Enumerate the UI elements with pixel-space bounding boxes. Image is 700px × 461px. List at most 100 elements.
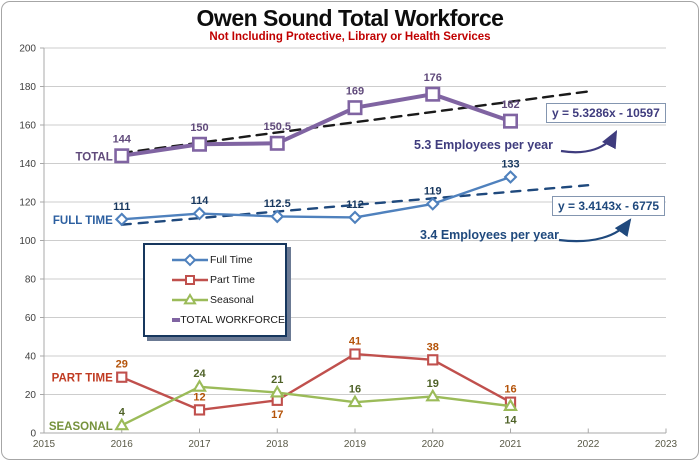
series-line-full-time [121, 175, 511, 221]
y-axis-label: 120 [19, 198, 36, 209]
data-point-marker [347, 394, 363, 408]
data-point-marker [183, 293, 197, 305]
value-label: 4 [119, 407, 126, 419]
series-tag-part-time: PART TIME [52, 373, 113, 385]
chart-legend: Full Time Part Time Seasonal TOTAL WORKFORC… [143, 243, 287, 337]
x-axis-label: 2021 [499, 439, 522, 450]
data-point-marker [269, 135, 285, 151]
value-label: 114 [191, 195, 210, 207]
y-axis-label: 100 [19, 236, 36, 247]
legend-label: TOTAL WORKFORCE [180, 314, 285, 326]
value-label: 41 [349, 335, 361, 347]
data-point-marker [502, 113, 518, 129]
series-line-total-workforce [121, 92, 512, 158]
data-point-marker [183, 253, 197, 267]
legend-label: Full Time [210, 254, 253, 266]
value-label: 29 [116, 359, 128, 371]
legend-item: Seasonal [170, 293, 285, 307]
value-label: 21 [271, 374, 283, 386]
y-axis-label: 200 [19, 44, 36, 55]
chart-subtitle: Not Including Protective, Library or Hea… [209, 31, 491, 43]
y-axis-label: 80 [25, 275, 37, 286]
series-tag-total: TOTAL [75, 151, 112, 163]
value-label: 16 [349, 384, 361, 396]
value-label: 38 [427, 341, 439, 353]
y-axis-label: 0 [30, 429, 36, 440]
data-point-marker [114, 417, 130, 431]
value-label: 112 [346, 199, 364, 211]
value-label: 119 [424, 186, 442, 198]
series-line-part-time [121, 352, 512, 412]
legend-marker-triangle-icon [172, 293, 208, 305]
value-label: 144 [113, 134, 132, 146]
data-point-marker [270, 209, 285, 224]
x-axis-label: 2018 [266, 439, 289, 450]
data-point-marker [193, 404, 206, 416]
value-label: 112.5 [264, 198, 291, 210]
x-axis-label: 2016 [111, 439, 134, 450]
data-series [114, 86, 518, 431]
data-point-marker [269, 384, 285, 398]
x-axis-label: 2020 [422, 439, 445, 450]
value-label: 14 [504, 415, 517, 427]
value-label: 24 [193, 368, 206, 380]
data-point-marker [349, 348, 361, 360]
annotation-arrow-fulltime [558, 218, 632, 243]
value-label: 111 [113, 201, 130, 213]
value-label: 17 [271, 409, 283, 421]
y-axis-label: 140 [19, 159, 36, 170]
chart-title: Owen Sound Total Workforce [196, 5, 504, 31]
data-point-marker [425, 388, 441, 402]
value-labels: 111 114 112.5 112 119 133 FULL TIME 29 12 17 41 38 1… [49, 72, 520, 433]
y-axis-label: 160 [19, 121, 36, 132]
value-label: 176 [424, 72, 442, 84]
legend-label: Seasonal [210, 294, 254, 306]
annotation-total-rate: 5.3 Employees per year [414, 138, 553, 152]
data-point-marker [114, 148, 130, 164]
legend-marker-diamond-icon [172, 253, 208, 267]
trendline-equation-fulltime: y = 3.4143x - 6775 [552, 196, 666, 216]
value-label: 150.5 [263, 121, 291, 133]
legend-item: Full Time [170, 253, 285, 267]
data-point-marker [503, 170, 518, 184]
value-label: 12 [193, 391, 205, 403]
y-axis-label: 40 [25, 352, 37, 363]
data-point-marker [348, 210, 362, 225]
x-axis-label: 2023 [655, 439, 678, 450]
value-label: 162 [501, 99, 519, 111]
data-point-marker [192, 379, 207, 392]
data-point-marker [425, 197, 440, 211]
x-axis-label: 2019 [344, 439, 367, 450]
legend-marker-square-icon [172, 275, 208, 285]
y-axis-label: 180 [19, 82, 36, 93]
data-point-marker [185, 275, 195, 285]
data-point-marker [347, 100, 363, 116]
x-axis-label: 2017 [188, 439, 211, 450]
data-point-marker [116, 371, 128, 383]
x-axis-label: 2015 [33, 439, 56, 450]
data-point-marker [192, 136, 208, 152]
series-tag-seasonal: SEASONAL [49, 421, 113, 433]
series-tag-full-time: FULL TIME [53, 215, 113, 227]
legend-item: Part Time [170, 273, 285, 287]
annotation-arrow-total [560, 130, 618, 154]
y-axis-label: 60 [25, 313, 37, 324]
data-point-marker [192, 206, 207, 221]
legend-item: TOTAL WORKFORCE [170, 313, 285, 327]
value-label: 19 [427, 378, 439, 390]
annotation-fulltime-rate: 3.4 Employees per year [420, 228, 559, 242]
data-point-marker [427, 354, 439, 366]
value-label: 16 [504, 384, 516, 396]
data-point-marker [114, 212, 129, 227]
trendline-equation-total: y = 5.3286x - 10597 [546, 103, 666, 123]
data-point-marker [425, 86, 441, 102]
data-point-marker [503, 398, 518, 412]
value-label: 150 [190, 122, 208, 134]
value-label: 133 [501, 159, 519, 171]
legend-marker-square-icon [172, 318, 181, 322]
value-label: 169 [346, 85, 364, 97]
x-axis-label: 2022 [577, 439, 600, 450]
series-line-seasonal [121, 385, 511, 427]
y-axis-label: 20 [25, 390, 37, 401]
